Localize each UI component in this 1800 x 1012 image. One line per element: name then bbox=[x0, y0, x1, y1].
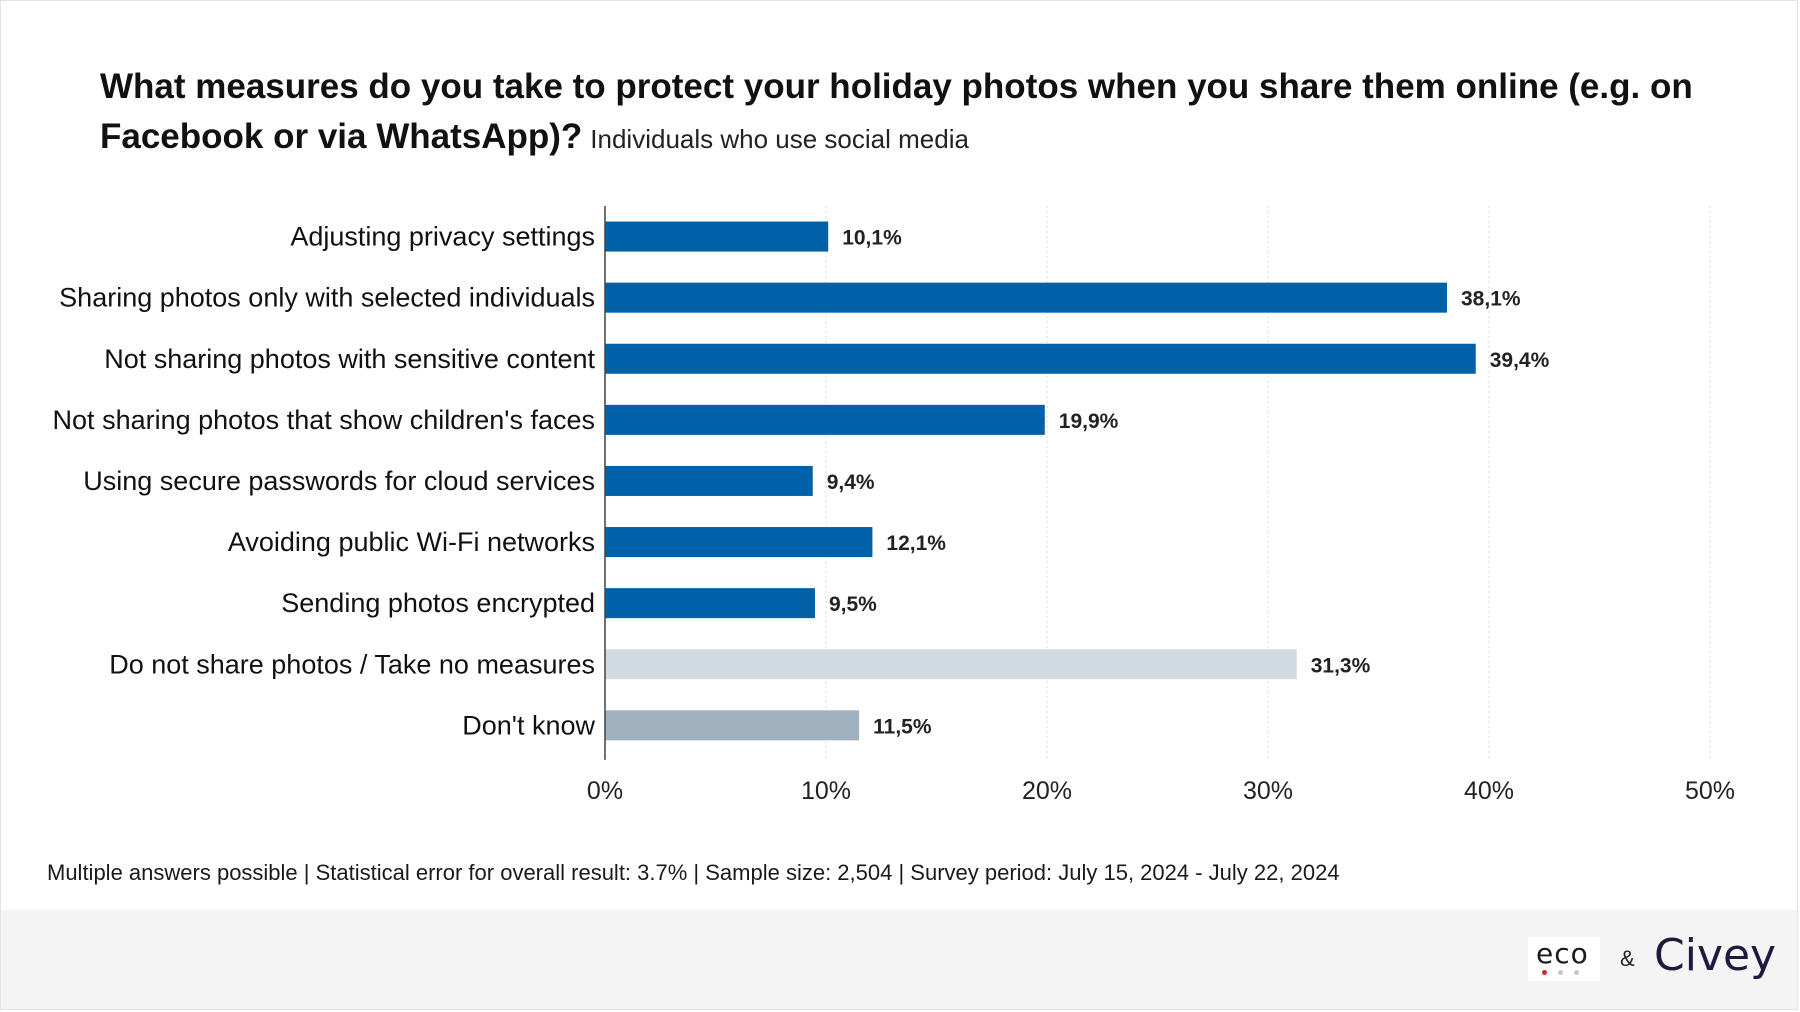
x-tick-label: 10% bbox=[801, 777, 851, 805]
category-label: Not sharing photos that show children's … bbox=[53, 405, 595, 435]
footnote: Multiple answers possible | Statistical … bbox=[47, 860, 1340, 885]
data-label: 31,3% bbox=[1311, 654, 1371, 677]
data-label: 9,4% bbox=[827, 471, 875, 494]
category-label: Adjusting privacy settings bbox=[290, 222, 595, 252]
data-label: 39,4% bbox=[1490, 349, 1550, 372]
bar-chart: Adjusting privacy settings 10,1% Sharing p… bbox=[53, 206, 1735, 805]
x-tick-label: 50% bbox=[1685, 777, 1735, 805]
category-label: Sending photos encrypted bbox=[281, 588, 595, 618]
chart-title: What measures do you take to protect you… bbox=[100, 67, 1693, 156]
eco-logo-text: eco bbox=[1536, 937, 1589, 970]
eco-logo-dot bbox=[1574, 970, 1579, 975]
category-label: Avoiding public Wi-Fi networks bbox=[228, 527, 595, 557]
data-label: 38,1% bbox=[1461, 288, 1521, 311]
eco-logo-dot bbox=[1558, 970, 1563, 975]
bar bbox=[605, 282, 1448, 313]
x-tick-label: 20% bbox=[1022, 777, 1072, 805]
bar bbox=[605, 404, 1045, 435]
bar bbox=[605, 527, 873, 558]
civey-logo: Civey bbox=[1654, 930, 1777, 981]
x-tick-label: 30% bbox=[1243, 777, 1293, 805]
eco-logo: eco bbox=[1528, 937, 1600, 981]
chart-subtitle: Individuals who use social media bbox=[590, 124, 969, 154]
footer-band bbox=[1, 910, 1797, 1009]
bar bbox=[605, 588, 815, 619]
category-label: Not sharing photos with sensitive conten… bbox=[104, 344, 595, 374]
x-tick-label: 0% bbox=[587, 777, 623, 805]
chart-title-block: What measures do you take to protect you… bbox=[100, 62, 1700, 164]
data-label: 11,5% bbox=[873, 715, 932, 738]
data-label: 19,9% bbox=[1059, 410, 1119, 433]
data-label: 12,1% bbox=[886, 532, 946, 555]
bar bbox=[605, 465, 813, 496]
category-label: Don't know bbox=[462, 710, 595, 740]
x-tick-label: 40% bbox=[1464, 777, 1514, 805]
category-label: Using secure passwords for cloud service… bbox=[83, 466, 595, 496]
category-label: Do not share photos / Take no measures bbox=[109, 649, 595, 679]
bar bbox=[605, 221, 829, 252]
bar bbox=[605, 343, 1476, 374]
logo-ampersand: & bbox=[1620, 946, 1635, 971]
bar bbox=[605, 649, 1297, 680]
data-label: 10,1% bbox=[842, 227, 902, 250]
eco-logo-dot bbox=[1542, 970, 1547, 975]
data-label: 9,5% bbox=[829, 593, 877, 616]
category-label: Sharing photos only with selected indivi… bbox=[59, 283, 595, 313]
bar bbox=[605, 710, 860, 741]
